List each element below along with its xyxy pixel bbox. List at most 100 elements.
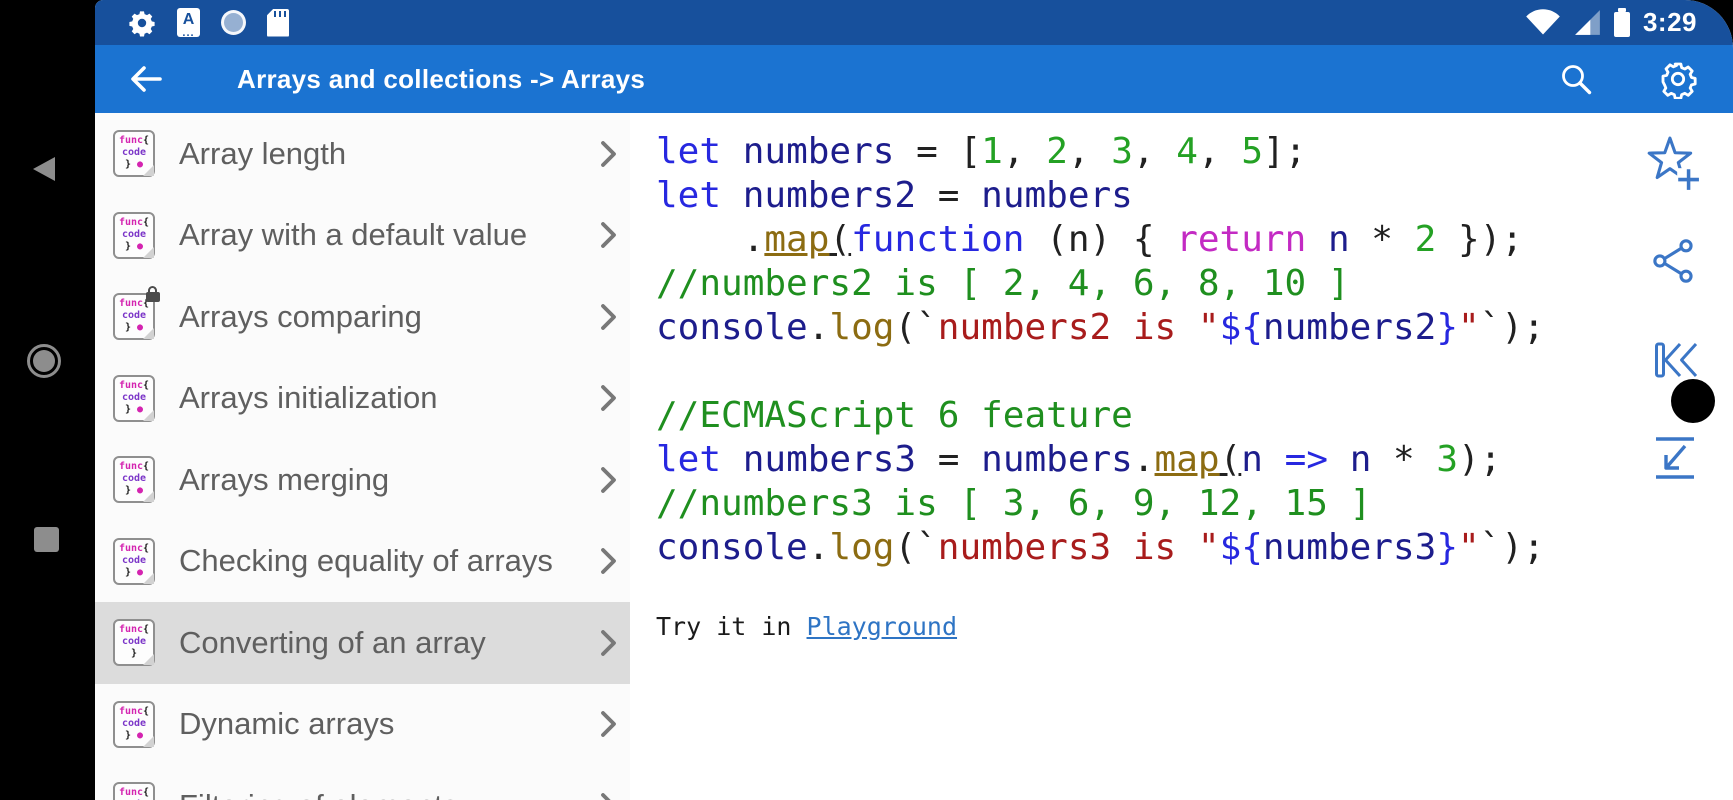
content-panel [630,113,1733,800]
code-token: (` [894,527,938,568]
code-token: let [656,131,722,172]
app-bar: Arrays and collections -> Arrays [95,45,1733,113]
code-token: 2 [1414,219,1437,260]
status-time: 3:29 [1642,7,1697,37]
try-it-line: Try it in Playground [656,612,957,641]
code-token: 4 [1176,131,1198,172]
code-token: //numbers2 is [ 2, 4, 6, 8, 10 ] [656,263,1350,304]
code-token [1306,219,1328,260]
share-icon[interactable] [1651,238,1697,284]
code-doc-icon: func{code} ● [113,374,155,422]
chevron-right-icon [601,711,616,738]
code-token: return [1176,219,1307,260]
status-left-icons: A... [128,8,289,39]
code-line: console.log(`numbers3 is "${numbers3}"`)… [656,526,1545,570]
chevron-right-icon [601,303,616,330]
code-token: numbers [742,131,895,172]
code-token [1263,439,1285,480]
code-token: 3 [1436,439,1459,480]
sdcard-icon [267,8,289,37]
sidebar-item-label: Checking equality of arrays [179,543,553,579]
code-doc-icon: func{code} ● [113,700,155,748]
screen: A... 3:29 Arrays and collectio [95,0,1733,800]
sidebar-item[interactable]: func{code} ● Arrays initialization [95,358,630,440]
sidebar-item-label: Arrays comparing [179,298,422,334]
settings-icon [129,10,155,37]
code-line: console.log(`numbers2 is "${numbers2}"`)… [656,306,1545,350]
code-token: n [1241,439,1263,480]
code-token: (` [894,307,938,348]
nav-back-button[interactable] [33,157,55,181]
sidebar-item[interactable]: func{code} ● Filtering of elements [95,765,630,800]
chevron-right-icon [601,140,616,167]
code-doc-icon: func{code} ● [113,130,155,178]
sidebar-item[interactable]: func{code} Converting of an array [95,602,630,684]
nav-recents-button[interactable] [34,527,59,552]
back-arrow-icon[interactable] [126,59,166,99]
code-token: . [656,219,765,260]
search-icon[interactable] [1558,61,1594,97]
page-fold [143,246,154,258]
code-line: .map(function (n) { return n * 2 }); [656,218,1545,262]
sidebar-item-label: Arrays merging [179,461,390,497]
code-token [721,175,743,216]
nav-home-button[interactable] [27,344,61,378]
cell-signal-icon [1575,10,1600,35]
skip-to-start-icon[interactable] [1652,339,1700,381]
code-token: numbers2 [742,175,917,216]
code-doc-icon: func{code} ● [113,456,155,504]
black-circle-overlay[interactable] [1671,379,1715,423]
code-token: let [656,175,722,216]
sidebar-item[interactable]: func{code} ● Arrays comparing [95,276,630,358]
sidebar-item[interactable]: func{code} ● Dynamic arrays [95,684,630,766]
settings-gear-icon[interactable] [1658,59,1698,99]
sidebar-item-label: Array with a default value [179,217,528,253]
code-doc-icon: func{code} ● [113,211,155,259]
code-token: 2 [1046,131,1068,172]
status-bar: A... 3:29 [95,0,1733,45]
code-token: (n) { [1024,219,1177,260]
favorite-star-add-icon[interactable] [1643,134,1701,192]
code-doc-icon: func{code} ● [113,537,155,585]
chevron-right-icon [601,222,616,249]
page-fold [143,572,154,584]
code-token: , [1132,131,1177,172]
code-token: console [656,527,808,568]
code-token: numbers2 is " [937,307,1220,348]
code-token: , [1067,131,1112,172]
code-token: , [1197,131,1242,172]
page-fold [143,328,154,340]
code-token: numbers3 is " [937,527,1220,568]
code-line: //ECMAScript 6 feature [656,394,1545,438]
map-method-link[interactable]: ( [1219,439,1242,480]
code-token: " [1458,527,1480,568]
chevron-right-icon [601,548,616,575]
sidebar-item[interactable]: func{code} ● Checking equality of arrays [95,521,630,603]
code-token: " [1458,307,1480,348]
map-method-link[interactable]: ( [829,219,852,260]
code-doc-icon: func{code} ● [113,782,155,800]
left-bezel [0,0,95,800]
code-token: * [1371,439,1437,480]
code-token: let [656,439,722,480]
sidebar-item[interactable]: func{code} ● Arrays merging [95,439,630,521]
code-token: ${ [1219,307,1263,348]
autofill-a-icon: A... [177,8,200,39]
map-method-link[interactable]: map [764,219,830,260]
sidebar-item[interactable]: func{code} ● Array length [95,113,630,195]
code-line [656,350,1545,394]
code-token [721,131,743,172]
code-token: * [1349,219,1415,260]
playground-link[interactable]: Playground [806,612,958,641]
code-token: ); [1458,439,1502,480]
page-fold [143,735,154,747]
code-token: numbers [981,175,1133,216]
page-fold [143,409,154,421]
collapse-down-left-icon[interactable] [1654,435,1696,481]
page-fold [143,165,154,177]
code-token: `); [1479,527,1545,568]
code-token [721,439,743,480]
code-token: n [1349,439,1372,480]
map-method-link[interactable]: map [1154,439,1220,480]
sidebar-item[interactable]: func{code} ● Array with a default value [95,195,630,277]
